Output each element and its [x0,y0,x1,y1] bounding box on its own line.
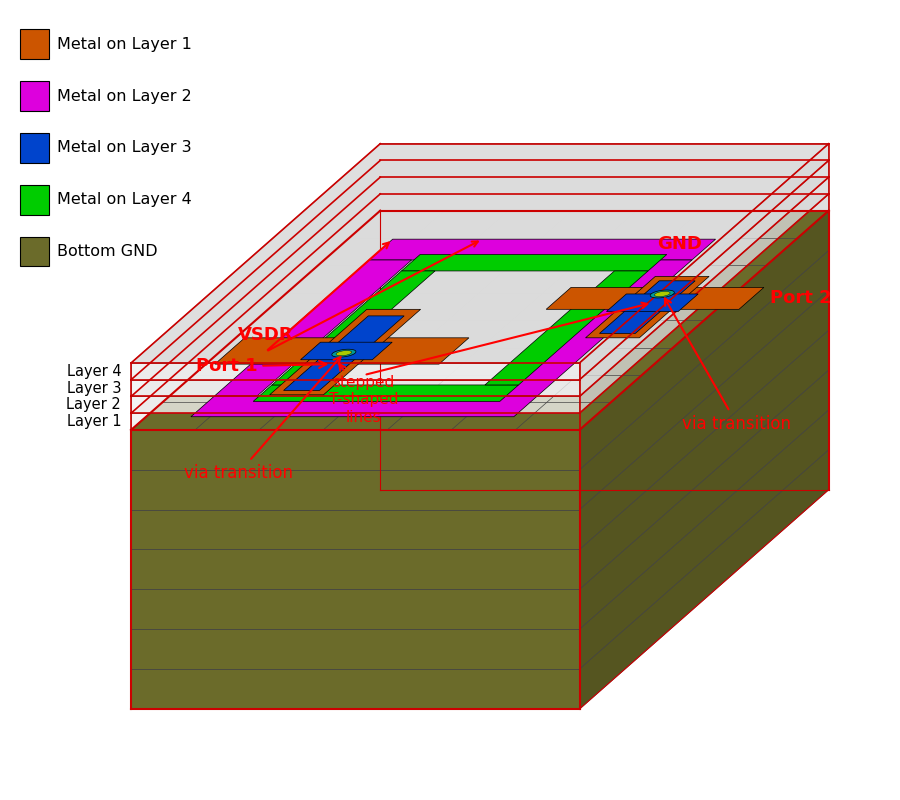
Polygon shape [401,254,667,271]
Polygon shape [131,380,580,397]
Polygon shape [131,210,829,430]
Polygon shape [495,260,692,396]
Polygon shape [131,194,829,413]
Bar [20,133,50,163]
Polygon shape [253,385,518,402]
Polygon shape [654,291,670,297]
Text: Port 1: Port 1 [196,358,327,375]
Polygon shape [336,350,352,356]
Polygon shape [215,338,469,364]
Bar [20,30,50,59]
Text: Layer 3: Layer 3 [67,381,122,395]
Polygon shape [332,350,356,357]
Polygon shape [131,413,580,430]
Polygon shape [131,144,829,363]
Text: Metal on Layer 3: Metal on Layer 3 [58,140,192,155]
Polygon shape [131,430,580,709]
Polygon shape [369,239,716,260]
Polygon shape [485,271,648,385]
Text: via transition: via transition [184,357,340,482]
Polygon shape [580,144,829,380]
Text: Port 2: Port 2 [770,290,832,307]
Text: Layer 1: Layer 1 [67,414,122,429]
Text: VSDR: VSDR [238,326,293,344]
Polygon shape [599,281,695,334]
Polygon shape [580,161,829,397]
Text: Layer 2: Layer 2 [67,398,122,412]
Polygon shape [270,310,420,395]
Text: Metal on Layer 4: Metal on Layer 4 [58,192,192,207]
Polygon shape [131,177,829,397]
Text: Metal on Layer 1: Metal on Layer 1 [58,37,193,52]
Polygon shape [586,277,709,338]
Text: Bottom GND: Bottom GND [58,244,158,259]
Bar [20,185,50,214]
Polygon shape [131,161,829,380]
Polygon shape [650,290,674,298]
Polygon shape [214,260,411,396]
Text: GND: GND [657,234,702,253]
Polygon shape [580,210,829,709]
Text: via transition: via transition [665,298,791,433]
Bar [20,81,50,111]
Polygon shape [580,177,829,413]
Polygon shape [607,294,698,311]
Text: Metal on Layer 2: Metal on Layer 2 [58,89,192,103]
Polygon shape [191,396,537,417]
Text: stepped
T-shaped
lines: stepped T-shaped lines [329,364,399,425]
Polygon shape [301,342,392,360]
Polygon shape [580,194,829,430]
Polygon shape [272,271,435,385]
Text: Layer 4: Layer 4 [67,364,122,379]
Polygon shape [131,363,580,380]
Bar [20,237,50,266]
Polygon shape [131,397,580,413]
Polygon shape [546,287,764,310]
Polygon shape [284,316,404,390]
